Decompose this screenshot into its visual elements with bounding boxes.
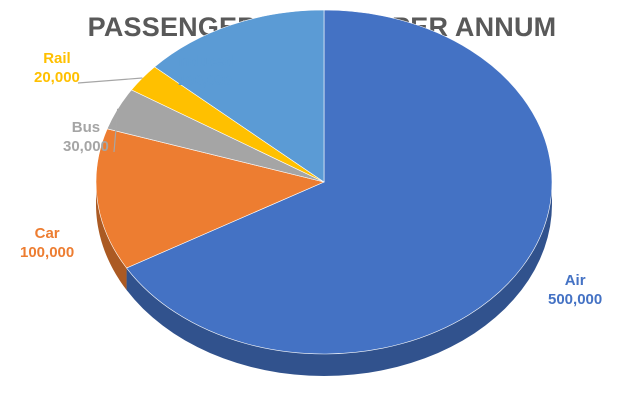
label-induced: Induced 100,000 — [176, 52, 234, 90]
label-bus: Bus 30,000 — [63, 118, 109, 156]
slice-induced — [154, 9, 325, 183]
label-air-name: Air — [564, 272, 586, 289]
label-rail-name: Rail — [43, 50, 71, 67]
leader-line-bus — [113, 108, 119, 153]
label-rail: Rail 20,000 — [34, 49, 80, 87]
pie-top — [95, 9, 553, 355]
slice-air — [126, 9, 553, 355]
label-car-value: 100,000 — [20, 244, 75, 261]
leader-line-rail — [77, 77, 143, 84]
label-car-name: Car — [34, 225, 60, 242]
label-induced-name: Induced — [176, 53, 234, 70]
side-car — [96, 182, 127, 290]
label-car: Car 100,000 — [20, 224, 74, 262]
label-air: Air 500,000 — [548, 271, 602, 309]
label-bus-value: 30,000 — [63, 138, 109, 155]
label-rail-value: 20,000 — [34, 69, 80, 86]
label-induced-value: 100,000 — [177, 72, 232, 89]
label-air-value: 500,000 — [548, 291, 603, 308]
label-bus-name: Bus — [71, 119, 101, 136]
slice-car — [95, 128, 325, 269]
